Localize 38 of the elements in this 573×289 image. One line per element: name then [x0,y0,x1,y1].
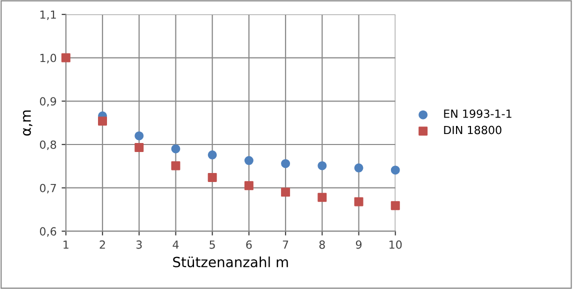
point [281,188,290,197]
point [134,131,144,140]
legend-label: EN 1993-1-1 [444,109,512,118]
point [354,163,364,172]
x-tick-label: 10 [390,240,402,249]
y-tick-label: 1,0 [40,54,56,64]
x-tick-label: 7 [282,240,288,249]
y-tick-label: 0,7 [40,184,56,194]
point [318,161,327,170]
legend-label: DIN 18800 [444,126,502,134]
x-tick-label: 9 [356,240,362,249]
point [134,143,144,152]
x-tick-label: 1 [64,240,68,249]
point [244,156,254,166]
point [171,144,180,154]
point [281,159,290,168]
point [208,172,217,182]
point [390,201,400,210]
x-tick-label: 6 [246,240,252,249]
x-tick-label: 5 [210,240,215,249]
point [61,53,70,62]
point [318,192,327,202]
x-tick-label: 3 [136,240,142,249]
y-tick-label: 1,1 [40,10,56,20]
point [208,150,217,160]
x-tick-label: 4 [172,240,179,249]
y-tick-label: 0,9 [40,97,56,107]
point [98,116,107,126]
x-tick-label: 8 [319,240,325,249]
x-tick-label: 2 [100,240,105,249]
x-axis-title: Stützenanzahl m [173,256,288,268]
y-axis-title: α,m [22,110,32,136]
y-tick-label: 0,6 [40,227,56,237]
y-tick-label: 0,8 [40,140,56,150]
point [354,197,364,206]
point [244,181,254,190]
point [390,166,400,175]
point [171,161,180,170]
